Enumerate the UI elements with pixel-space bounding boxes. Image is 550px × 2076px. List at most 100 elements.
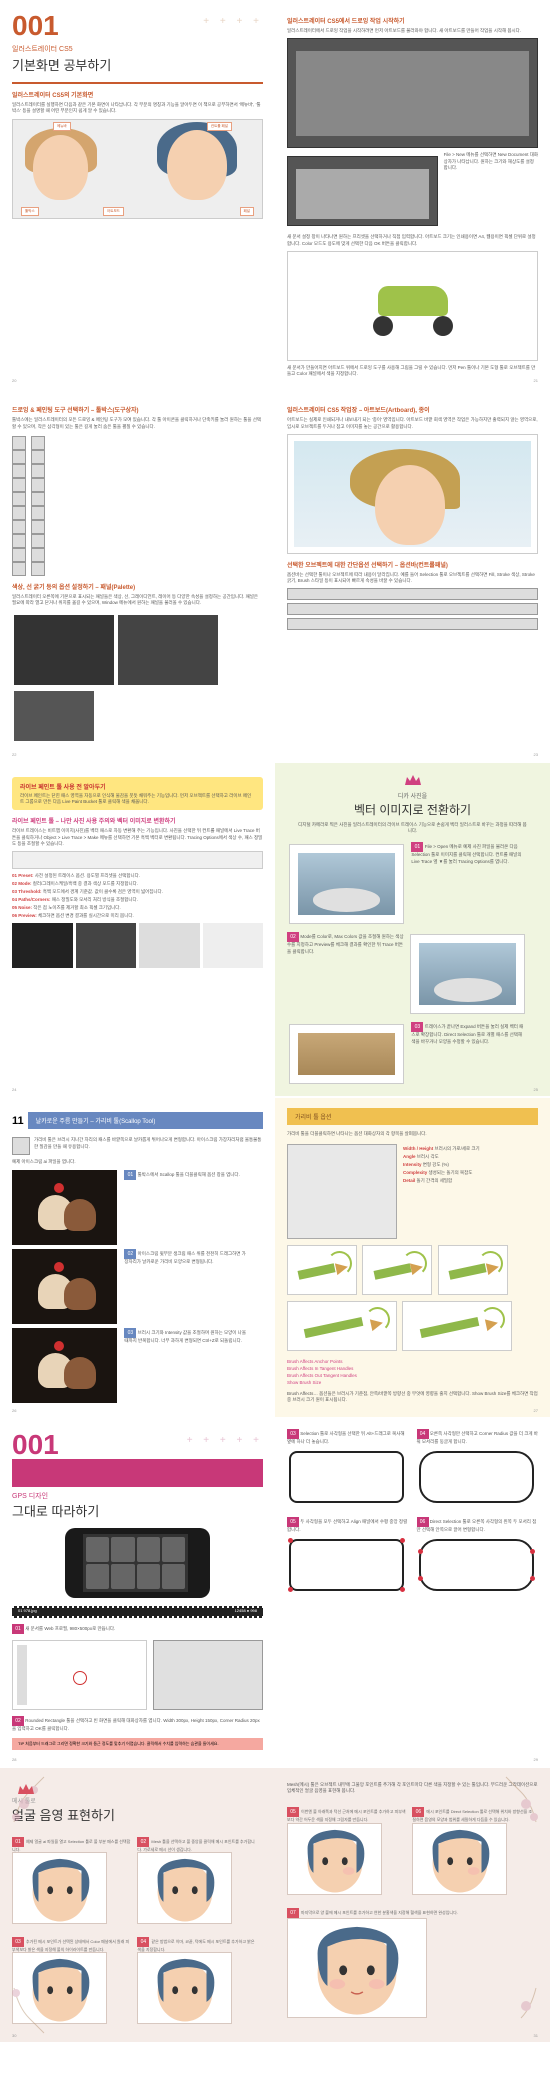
step-col: 03 Selection 툴로 사각형을 선택한 뒤 Alt+드래그로 복사해 …	[287, 1429, 409, 1597]
screenshot-dialog	[287, 156, 438, 226]
section-heading: 일러스트레이터 CS5의 기본화면	[12, 90, 263, 99]
page-number: 31	[534, 2033, 538, 2038]
warning-box: TIP 처음부터 드래그로 그리면 정확한 크기와 둥근 정도를 맞추기 어렵습…	[12, 1738, 263, 1750]
crown-icon	[403, 773, 423, 787]
method-text: 예제 아이스크림 ai 파일을 엽니다.	[12, 1159, 263, 1165]
face-figure	[287, 1823, 382, 1895]
step-badge: 05	[287, 1807, 299, 1817]
check-item: Show Brush Size	[287, 1380, 538, 1385]
options-header: 가리비 툴 옵션	[287, 1108, 538, 1125]
face-figure	[12, 1852, 107, 1924]
section-heading: 일러스트레이터 CS5에서 드로잉 작업 시작하기	[287, 16, 538, 25]
body-text: 일러스트레이터를 실행하면 다음과 같은 기본 화면이 나타납니다. 각 부분의…	[12, 102, 263, 115]
page-4-left: 11 날카로운 주름 만들기 – 가리비 툴(Scallop Tool) 가리비…	[0, 1098, 275, 1416]
step-text: 03 브러시 크기와 Intensity 값을 조절하며 원하는 모양이 나올 …	[118, 1328, 248, 1344]
film-strip: 01 978.jpg 12458 ● 998	[12, 1606, 263, 1618]
page-6-right: Mesh(메시) 툴은 오브젝트 내부에 그물망 포인트를 추가해 각 포인트마…	[275, 1768, 550, 2042]
step-badge: 06	[412, 1807, 424, 1817]
step-text: 05 두 사각형을 모두 선택하고 Align 패널에서 수평 중앙 정렬합니다…	[287, 1517, 409, 1533]
crown-icon	[16, 1782, 36, 1796]
floral-decor	[496, 1772, 546, 1832]
section-heading: 라이브 페인트 툴 – 나만 사진 사용 주의와 벡터 이미지로 변환하기	[12, 816, 263, 825]
tool-icon	[12, 1137, 30, 1155]
body-text: Brush Affects… 옵션들은 브러시가 기준점, 안쪽/바깥쪽 방향선…	[287, 1391, 538, 1404]
page-6-left: 메시 툴로 얼굴 음영 표현하기 01예제 얼굴 ai 파일을 열고 Selec…	[0, 1768, 275, 2042]
list-item: 01 Preset: 사전 설정된 트레이스 옵션. 용도별 프리셋을 선택합니…	[12, 873, 263, 879]
step-caption: 04같은 방법으로 이마, 코끝, 턱에도 메시 포인트를 추가하고 밝은 색을…	[137, 1937, 257, 1952]
click-marker	[73, 1671, 87, 1685]
step-col: 04 오른쪽 사각형만 선택하고 Corner Radius 값을 더 크게 바…	[417, 1429, 539, 1597]
pink-bar	[12, 1459, 263, 1487]
lesson-number: 11	[12, 1115, 24, 1127]
page-number: 21	[534, 378, 538, 383]
chapter-subtitle: GPS 디자인	[12, 1491, 263, 1501]
page-number: 30	[12, 2033, 16, 2038]
optionbar-figure	[287, 618, 538, 630]
rect-figure	[289, 1451, 404, 1503]
page-2-right: 일러스트레이터 CS5 작업장 – 아트보드(Artboard), 종이 아트보…	[275, 389, 550, 760]
tip-body: 라이브 페인트는 닫힌 패스 영역을 자동으로 인식해 물감을 붓듯 채워주는 …	[20, 793, 255, 806]
step-badge: 02	[12, 1716, 24, 1726]
step-text: 02 Rounded Rectangle 툴을 선택하고 빈 화면을 클릭해 대…	[12, 1716, 263, 1732]
chapter-title: 기본화면 공부하기	[12, 55, 263, 74]
tip-title: 라이브 페인트 툴 사용 전 알아두기	[20, 782, 255, 791]
optionbar-figure	[287, 603, 538, 615]
step-badge: 07	[287, 1908, 299, 1918]
page-number: 25	[534, 1087, 538, 1092]
palette-figure	[12, 613, 263, 745]
step-caption: 05이번엔 볼 아래쪽과 턱선 근처에 메시 포인트를 추가하고 피부색보다 약…	[287, 1807, 407, 1822]
step-badge: 06	[417, 1517, 429, 1527]
dialog-figure	[153, 1640, 263, 1710]
rect-figure	[289, 1539, 404, 1591]
page-number: 26	[12, 1408, 16, 1413]
step-figures	[12, 1640, 263, 1710]
check-item: Brush Affects Anchor Points	[287, 1359, 538, 1364]
page-2-left: 드로잉 & 페인팅 도구 선택하기 – 툴박스(도구상자) 툴박스에는 일러스트…	[0, 389, 275, 760]
chapter-subtitle: 일러스트레이터 CS5	[12, 44, 263, 54]
phone-illustration	[65, 1528, 210, 1598]
chapter-number: 001	[12, 10, 59, 42]
page-1-left: 001 + + + + 일러스트레이터 CS5 기본화면 공부하기 일러스트레이…	[0, 0, 275, 387]
ice-figure	[12, 1249, 117, 1324]
step-figure	[289, 844, 404, 924]
step-row: 02 아이스크림 윗부분 생크림 패스 위를 천천히 드래그하면 가장자리가 날…	[12, 1249, 263, 1324]
options-list: Width / Height 브러시의 가로/세로 크기 Angle 브러시 각…	[403, 1144, 538, 1239]
face-figure	[287, 1918, 427, 2018]
step-text: 02 Mode를 Color로, Max Colors 값을 조절해 원하는 색…	[287, 932, 407, 955]
checkbox-list: Brush Affects Anchor Points Brush Affect…	[287, 1359, 538, 1385]
step-caption: 01예제 얼굴 ai 파일을 열고 Selection 툴로 볼 부분 패스를 …	[12, 1837, 132, 1852]
page-number: 22	[12, 752, 16, 757]
step-text: 03 Selection 툴로 사각형을 선택한 뒤 Alt+드래그로 복사해 …	[287, 1429, 409, 1445]
step-row: 03 트레이스가 끝나면 Expand 버튼을 눌러 실제 벡터 패스로 확장합…	[287, 1022, 538, 1086]
page-5-right: 03 Selection 툴로 사각형을 선택한 뒤 Alt+드래그로 복사해 …	[275, 1419, 550, 1766]
pencil-row	[287, 1301, 538, 1353]
lesson-header: 날카로운 주름 만들기 – 가리비 툴(Scallop Tool)	[28, 1112, 263, 1129]
step-badge: 01	[124, 1170, 136, 1180]
step-text: 01 새 문서를 Web 프로필, 980×500px로 만듭니다.	[12, 1624, 263, 1634]
chapter-number: 001	[12, 1429, 59, 1461]
pencil-figure	[362, 1245, 432, 1295]
spread-6: 메시 툴로 얼굴 음영 표현하기 01예제 얼굴 ai 파일을 열고 Selec…	[0, 1768, 550, 2044]
step-text: 02 아이스크림 윗부분 생크림 패스 위를 천천히 드래그하면 가장자리가 날…	[118, 1249, 248, 1265]
step-badge: 04	[417, 1429, 429, 1439]
list-item: 05 Noise: 작은 점 노이즈를 제거할 최소 픽셀 크기입니다.	[12, 905, 263, 911]
tip-text: File > New 메뉴를 선택하면 New Document 대화상자가 나…	[444, 152, 538, 230]
callout: 컨트롤 패널	[207, 122, 232, 131]
illustration-faces: 메뉴바 컨트롤 패널 툴박스 아트보드 패널	[12, 119, 263, 219]
face-step: 05이번엔 볼 아래쪽과 턱선 근처에 메시 포인트를 추가하고 피부색보다 약…	[287, 1805, 407, 1894]
tip-box: 라이브 페인트 툴 사용 전 알아두기 라이브 페인트는 닫힌 패스 영역을 자…	[12, 777, 263, 811]
spread-1: 001 + + + + 일러스트레이터 CS5 기본화면 공부하기 일러스트레이…	[0, 0, 550, 389]
toolbox-figure	[12, 436, 263, 576]
spread-2: 드로잉 & 페인팅 도구 선택하기 – 툴박스(도구상자) 툴박스에는 일러스트…	[0, 389, 550, 762]
face-step: 01예제 얼굴 ai 파일을 열고 Selection 툴로 볼 부분 패스를 …	[12, 1835, 132, 1924]
face-step: 02Mesh 툴을 선택하고 볼 중앙을 클릭해 메시 포인트를 추가합니다. …	[137, 1835, 257, 1924]
step-caption: 03추가된 메시 포인트가 선택된 상태에서 Color 패널에서 원래 피부색…	[12, 1937, 132, 1952]
intro-text: 디지털 카메라로 찍은 사진을 일러스트레이터의 라이브 트레이스 기능으로 손…	[297, 822, 528, 835]
rule	[12, 82, 263, 84]
spread-4: 11 날카로운 주름 만들기 – 가리비 툴(Scallop Tool) 가리비…	[0, 1098, 550, 1418]
face-figure	[137, 1852, 232, 1924]
step-figure	[410, 934, 525, 1014]
spread-3: 라이브 페인트 툴 사용 전 알아두기 라이브 페인트는 닫힌 패스 영역을 자…	[0, 763, 550, 1099]
section-heading: 색상, 선 굵기 등의 옵션 설정하기 – 패널(Palette)	[12, 582, 263, 591]
step-text: 04 오른쪽 사각형만 선택하고 Corner Radius 값을 더 크게 바…	[417, 1429, 539, 1445]
